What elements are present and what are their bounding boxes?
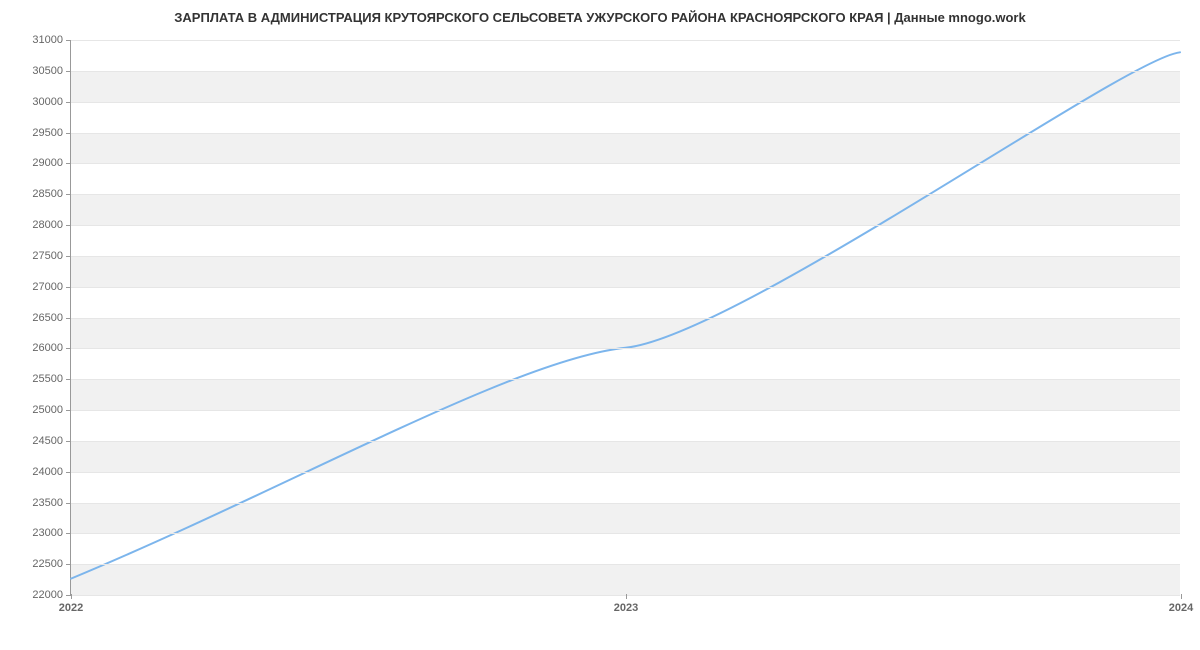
y-axis-label: 29000 — [32, 157, 71, 169]
y-gridline — [71, 225, 1180, 226]
y-gridline — [71, 379, 1180, 380]
plot-area: 2200022500230002350024000245002500025500… — [70, 40, 1180, 595]
x-axis-label: 2023 — [614, 594, 638, 614]
y-gridline — [71, 256, 1180, 257]
y-gridline — [71, 163, 1180, 164]
x-axis-label: 2024 — [1169, 594, 1193, 614]
y-axis-label: 30000 — [32, 96, 71, 108]
y-axis-label: 26000 — [32, 342, 71, 354]
y-gridline — [71, 533, 1180, 534]
y-gridline — [71, 410, 1180, 411]
y-gridline — [71, 318, 1180, 319]
y-gridline — [71, 102, 1180, 103]
y-axis-label: 29500 — [32, 127, 71, 139]
y-gridline — [71, 133, 1180, 134]
y-axis-label: 31000 — [32, 34, 71, 46]
y-gridline — [71, 503, 1180, 504]
y-gridline — [71, 287, 1180, 288]
y-axis-label: 24500 — [32, 435, 71, 447]
y-axis-label: 28500 — [32, 188, 71, 200]
y-gridline — [71, 40, 1180, 41]
y-axis-label: 30500 — [32, 65, 71, 77]
y-gridline — [71, 348, 1180, 349]
y-gridline — [71, 194, 1180, 195]
series-line — [71, 52, 1180, 578]
y-axis-label: 27500 — [32, 250, 71, 262]
y-gridline — [71, 71, 1180, 72]
chart-title: ЗАРПЛАТА В АДМИНИСТРАЦИЯ КРУТОЯРСКОГО СЕ… — [0, 0, 1200, 33]
y-axis-label: 27000 — [32, 281, 71, 293]
y-gridline — [71, 441, 1180, 442]
y-axis-label: 23000 — [32, 527, 71, 539]
y-gridline — [71, 564, 1180, 565]
y-axis-label: 22500 — [32, 558, 71, 570]
y-axis-label: 25000 — [32, 404, 71, 416]
y-axis-label: 28000 — [32, 219, 71, 231]
y-axis-label: 25500 — [32, 373, 71, 385]
chart-area: 2200022500230002350024000245002500025500… — [0, 30, 1200, 630]
y-gridline — [71, 472, 1180, 473]
y-axis-label: 24000 — [32, 466, 71, 478]
x-axis-label: 2022 — [59, 594, 83, 614]
y-axis-label: 23500 — [32, 497, 71, 509]
y-axis-label: 26500 — [32, 312, 71, 324]
